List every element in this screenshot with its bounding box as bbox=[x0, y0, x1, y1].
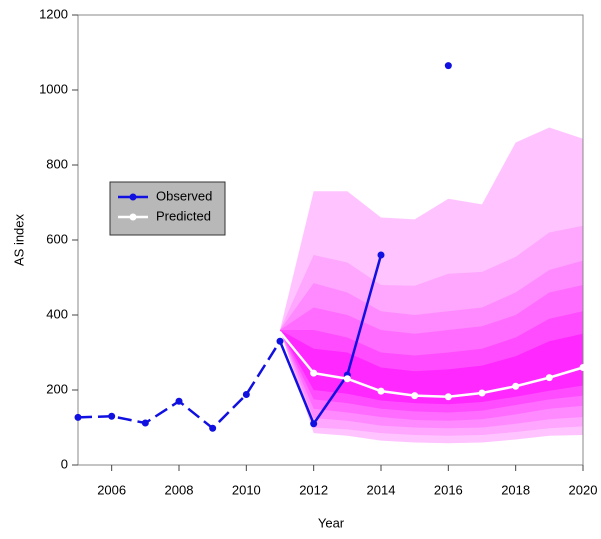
x-tick-label: 2006 bbox=[97, 482, 126, 497]
series-point bbox=[209, 424, 217, 432]
series-point bbox=[310, 420, 318, 428]
series-point bbox=[242, 391, 250, 398]
series-point bbox=[579, 364, 587, 371]
series-point bbox=[310, 369, 318, 377]
series-point bbox=[377, 251, 385, 259]
y-tick-label: 1200 bbox=[39, 6, 68, 21]
x-tick-label: 2016 bbox=[434, 482, 463, 497]
series-point bbox=[377, 387, 385, 395]
series-point bbox=[478, 389, 486, 397]
y-axis-label: AS index bbox=[11, 213, 26, 266]
x-tick-label: 2012 bbox=[299, 482, 328, 497]
y-tick-label: 200 bbox=[46, 381, 68, 396]
legend-marker bbox=[129, 213, 137, 221]
series-line bbox=[279, 331, 584, 399]
legend-marker bbox=[129, 193, 137, 201]
series-point bbox=[175, 397, 183, 405]
x-tick-label: 2014 bbox=[367, 482, 396, 497]
x-tick-label: 2008 bbox=[165, 482, 194, 497]
series-point bbox=[545, 374, 553, 382]
series-point bbox=[444, 393, 452, 401]
series-point bbox=[444, 62, 452, 70]
series-point bbox=[141, 419, 149, 427]
y-tick-label: 400 bbox=[46, 306, 68, 321]
y-tick-label: 1000 bbox=[39, 81, 68, 96]
y-tick-label: 600 bbox=[46, 231, 68, 246]
y-tick-label: 0 bbox=[61, 456, 68, 471]
series-point bbox=[512, 382, 520, 390]
x-tick-label: 2018 bbox=[501, 482, 530, 497]
series-line bbox=[278, 254, 383, 427]
legend-label: Observed bbox=[156, 188, 212, 203]
series-point bbox=[74, 413, 82, 421]
fan-band bbox=[280, 330, 583, 405]
x-tick-label: 2010 bbox=[232, 482, 261, 497]
y-tick-label: 800 bbox=[46, 156, 68, 171]
series-line bbox=[77, 340, 282, 430]
series-point bbox=[108, 412, 116, 420]
legend-box bbox=[109, 181, 226, 236]
x-tick-label: 2020 bbox=[569, 482, 598, 497]
series-point bbox=[343, 375, 351, 383]
x-axis-label: Year bbox=[318, 515, 345, 530]
series-point bbox=[276, 337, 284, 345]
legend-label: Predicted bbox=[156, 208, 211, 223]
series-point bbox=[411, 392, 419, 400]
